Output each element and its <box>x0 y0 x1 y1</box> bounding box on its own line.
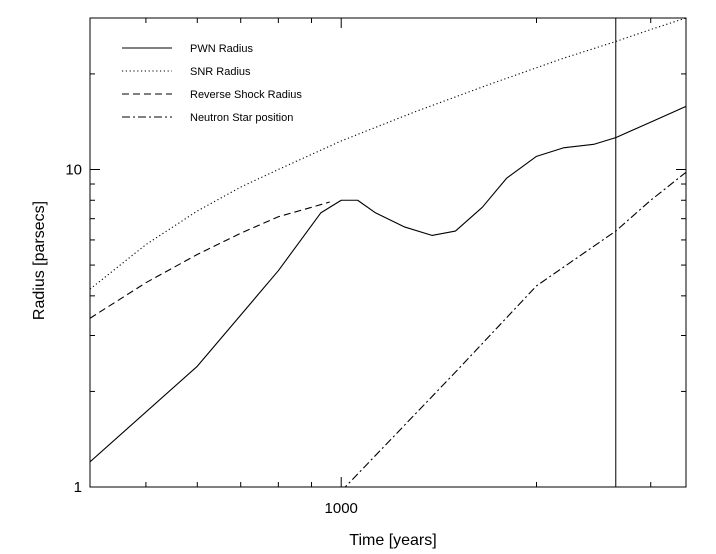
legend: PWN Radius SNR Radius Reverse Shock Radius… <box>122 43 302 124</box>
series-line-3 <box>90 201 330 319</box>
axes: 1000 1 10 Time [years] Radius [parsecs] <box>31 17 687 549</box>
legend-label-2: SNR Radius <box>190 66 251 78</box>
y-axis-title: Radius [parsecs] <box>31 201 48 320</box>
x-tick-label: 1000 <box>325 500 358 517</box>
y-tick-label: 10 <box>65 161 82 178</box>
series-line-4 <box>344 171 686 487</box>
series-line-2 <box>90 18 686 290</box>
legend-label-1: PWN Radius <box>190 43 253 55</box>
x-axis-title: Time [years] <box>349 532 436 549</box>
legend-label-3: Reverse Shock Radius <box>190 89 302 101</box>
plot-frame <box>89 17 687 488</box>
plot-area <box>90 18 686 487</box>
legend-label-4: Neutron Star position <box>190 112 293 124</box>
series-line-1 <box>90 105 686 463</box>
y-tick-label: 1 <box>74 479 82 496</box>
